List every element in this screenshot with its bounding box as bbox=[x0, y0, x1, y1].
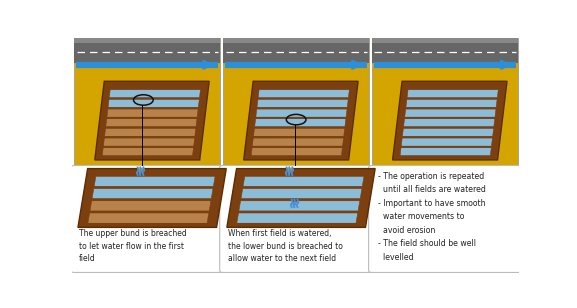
Polygon shape bbox=[104, 136, 195, 137]
Bar bbox=[138, 168, 143, 172]
Polygon shape bbox=[252, 146, 343, 147]
Text: The upper bund is breached
to let water flow in the first
field: The upper bund is breached to let water … bbox=[79, 229, 186, 263]
FancyBboxPatch shape bbox=[71, 165, 224, 273]
Polygon shape bbox=[108, 99, 199, 107]
Polygon shape bbox=[94, 176, 215, 187]
Polygon shape bbox=[404, 117, 495, 118]
FancyBboxPatch shape bbox=[372, 38, 518, 165]
Polygon shape bbox=[253, 136, 344, 137]
Polygon shape bbox=[257, 107, 347, 108]
Polygon shape bbox=[243, 81, 358, 160]
Polygon shape bbox=[239, 211, 358, 212]
Polygon shape bbox=[254, 119, 346, 127]
Polygon shape bbox=[227, 168, 375, 227]
FancyBboxPatch shape bbox=[220, 165, 373, 273]
Polygon shape bbox=[90, 201, 211, 211]
Polygon shape bbox=[404, 109, 496, 117]
Bar bbox=[223, 38, 369, 63]
Polygon shape bbox=[88, 223, 207, 225]
Polygon shape bbox=[256, 109, 347, 117]
FancyBboxPatch shape bbox=[223, 38, 369, 165]
Polygon shape bbox=[109, 90, 200, 98]
Polygon shape bbox=[403, 119, 495, 127]
Bar bbox=[292, 200, 297, 202]
Polygon shape bbox=[400, 156, 490, 157]
Polygon shape bbox=[258, 90, 349, 98]
Polygon shape bbox=[104, 128, 196, 136]
Polygon shape bbox=[102, 156, 193, 157]
Polygon shape bbox=[256, 117, 346, 118]
Text: - The operation is repeated
  until all fields are watered
- Important to have s: - The operation is repeated until all fi… bbox=[377, 172, 485, 262]
Polygon shape bbox=[103, 146, 194, 147]
Polygon shape bbox=[402, 128, 494, 136]
Polygon shape bbox=[243, 187, 362, 188]
Polygon shape bbox=[407, 90, 499, 98]
Polygon shape bbox=[406, 99, 497, 107]
Text: When first field is watered,
the lower bund is breached to
allow water to the ne: When first field is watered, the lower b… bbox=[228, 229, 343, 263]
Polygon shape bbox=[243, 176, 364, 187]
Bar bbox=[74, 38, 220, 63]
Polygon shape bbox=[94, 187, 213, 188]
Polygon shape bbox=[251, 148, 342, 156]
Polygon shape bbox=[108, 107, 198, 108]
Polygon shape bbox=[103, 138, 194, 146]
Polygon shape bbox=[95, 81, 209, 160]
Polygon shape bbox=[407, 98, 497, 99]
Bar bbox=[287, 168, 292, 172]
Polygon shape bbox=[102, 148, 193, 156]
Polygon shape bbox=[400, 148, 491, 156]
Polygon shape bbox=[257, 99, 348, 107]
Polygon shape bbox=[237, 213, 358, 223]
Polygon shape bbox=[90, 211, 209, 212]
Polygon shape bbox=[237, 223, 356, 225]
Polygon shape bbox=[406, 107, 496, 108]
Polygon shape bbox=[403, 127, 494, 128]
Polygon shape bbox=[107, 109, 198, 117]
Polygon shape bbox=[241, 199, 360, 200]
Polygon shape bbox=[254, 127, 345, 128]
Polygon shape bbox=[252, 138, 343, 146]
Polygon shape bbox=[253, 128, 344, 136]
Polygon shape bbox=[401, 146, 492, 147]
Polygon shape bbox=[106, 127, 196, 128]
Bar bbox=[372, 38, 518, 43]
Polygon shape bbox=[402, 136, 493, 137]
Polygon shape bbox=[401, 138, 492, 146]
Bar bbox=[223, 38, 369, 43]
Polygon shape bbox=[392, 81, 507, 160]
Polygon shape bbox=[258, 98, 349, 99]
Polygon shape bbox=[92, 188, 213, 199]
Polygon shape bbox=[241, 188, 362, 199]
Polygon shape bbox=[106, 119, 197, 127]
Polygon shape bbox=[78, 168, 226, 227]
FancyBboxPatch shape bbox=[74, 38, 220, 165]
Polygon shape bbox=[251, 156, 342, 157]
FancyBboxPatch shape bbox=[369, 165, 522, 273]
Bar bbox=[74, 38, 220, 43]
Polygon shape bbox=[239, 201, 360, 211]
Polygon shape bbox=[109, 98, 200, 99]
Bar bbox=[372, 38, 518, 63]
Polygon shape bbox=[92, 199, 211, 200]
Polygon shape bbox=[88, 213, 209, 223]
Polygon shape bbox=[107, 117, 197, 118]
